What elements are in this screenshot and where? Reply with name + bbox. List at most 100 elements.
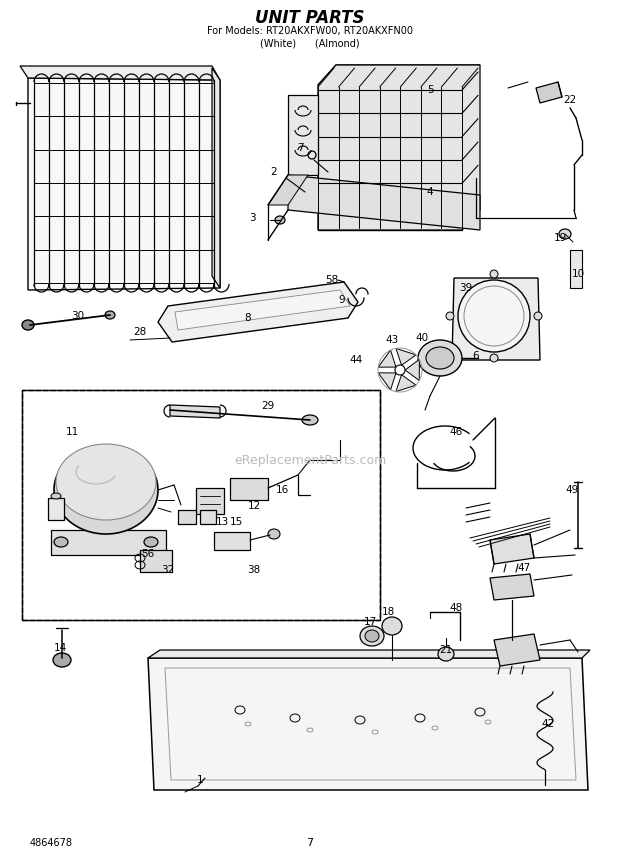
Text: 14: 14 bbox=[53, 643, 66, 653]
Ellipse shape bbox=[53, 653, 71, 667]
Ellipse shape bbox=[559, 229, 571, 239]
Polygon shape bbox=[28, 78, 220, 290]
Polygon shape bbox=[20, 66, 220, 80]
Text: 9: 9 bbox=[339, 295, 345, 305]
Polygon shape bbox=[405, 360, 419, 381]
Text: 3: 3 bbox=[249, 213, 255, 223]
Polygon shape bbox=[378, 373, 396, 389]
Text: 49: 49 bbox=[565, 485, 578, 495]
Text: 17: 17 bbox=[363, 617, 376, 627]
Text: (White)      (Almond): (White) (Almond) bbox=[260, 38, 360, 48]
Polygon shape bbox=[230, 478, 268, 500]
Text: 13: 13 bbox=[215, 517, 229, 527]
Ellipse shape bbox=[418, 340, 462, 376]
Text: 7: 7 bbox=[306, 838, 314, 848]
Text: 16: 16 bbox=[275, 485, 289, 495]
Text: 28: 28 bbox=[133, 327, 146, 337]
Text: 38: 38 bbox=[247, 565, 260, 575]
Text: 12: 12 bbox=[247, 501, 260, 511]
Bar bbox=[22, 390, 380, 620]
Text: 29: 29 bbox=[262, 401, 275, 411]
Ellipse shape bbox=[534, 312, 542, 320]
Text: 42: 42 bbox=[541, 719, 555, 729]
Polygon shape bbox=[200, 510, 216, 524]
Ellipse shape bbox=[365, 630, 379, 642]
Text: 48: 48 bbox=[450, 603, 463, 613]
Text: 5: 5 bbox=[427, 85, 433, 95]
Ellipse shape bbox=[22, 320, 34, 330]
Polygon shape bbox=[396, 348, 416, 366]
Polygon shape bbox=[490, 574, 534, 600]
Text: 22: 22 bbox=[564, 95, 577, 105]
Text: 18: 18 bbox=[381, 607, 394, 617]
Ellipse shape bbox=[105, 311, 115, 319]
Bar bbox=[22, 390, 380, 620]
Polygon shape bbox=[178, 510, 196, 524]
Polygon shape bbox=[536, 82, 562, 103]
Bar bbox=[48, 498, 64, 520]
Text: 8: 8 bbox=[245, 313, 251, 323]
Ellipse shape bbox=[458, 280, 530, 352]
Text: 10: 10 bbox=[572, 269, 585, 279]
Polygon shape bbox=[140, 550, 172, 572]
Polygon shape bbox=[148, 658, 588, 790]
Ellipse shape bbox=[302, 415, 318, 425]
Ellipse shape bbox=[395, 365, 405, 375]
Ellipse shape bbox=[438, 647, 454, 661]
Polygon shape bbox=[196, 488, 224, 514]
Polygon shape bbox=[51, 530, 166, 555]
Ellipse shape bbox=[51, 493, 61, 499]
Ellipse shape bbox=[54, 537, 68, 547]
Ellipse shape bbox=[446, 312, 454, 320]
Polygon shape bbox=[212, 68, 220, 288]
Ellipse shape bbox=[382, 617, 402, 635]
Polygon shape bbox=[170, 405, 220, 418]
Polygon shape bbox=[318, 65, 480, 230]
Text: 21: 21 bbox=[440, 645, 453, 655]
Text: 1: 1 bbox=[197, 775, 203, 785]
Polygon shape bbox=[214, 532, 250, 550]
Polygon shape bbox=[396, 375, 416, 392]
Text: 56: 56 bbox=[141, 549, 154, 559]
Text: 4864678: 4864678 bbox=[30, 838, 73, 848]
Text: 40: 40 bbox=[415, 333, 428, 343]
Text: 30: 30 bbox=[71, 311, 84, 321]
Text: 15: 15 bbox=[229, 517, 242, 527]
Text: For Models: RT20AKXFW00, RT20AKXFN00: For Models: RT20AKXFW00, RT20AKXFN00 bbox=[207, 26, 413, 36]
Polygon shape bbox=[288, 175, 480, 230]
Text: 39: 39 bbox=[459, 283, 472, 293]
Ellipse shape bbox=[426, 347, 454, 369]
Ellipse shape bbox=[56, 444, 156, 520]
Text: 47: 47 bbox=[517, 563, 531, 573]
Ellipse shape bbox=[360, 626, 384, 646]
Text: 6: 6 bbox=[472, 351, 479, 361]
Text: 7: 7 bbox=[297, 143, 303, 153]
Text: 43: 43 bbox=[386, 335, 399, 345]
Text: 11: 11 bbox=[65, 427, 79, 437]
Polygon shape bbox=[288, 95, 318, 175]
Ellipse shape bbox=[54, 446, 158, 534]
Ellipse shape bbox=[275, 216, 285, 224]
Ellipse shape bbox=[268, 529, 280, 539]
Polygon shape bbox=[494, 634, 540, 666]
Text: UNIT PARTS: UNIT PARTS bbox=[255, 9, 365, 27]
Text: 4: 4 bbox=[427, 187, 433, 197]
Polygon shape bbox=[318, 65, 480, 85]
Polygon shape bbox=[452, 278, 540, 360]
Polygon shape bbox=[318, 85, 462, 230]
Text: 32: 32 bbox=[161, 565, 175, 575]
Polygon shape bbox=[148, 650, 590, 658]
Polygon shape bbox=[175, 290, 350, 330]
Polygon shape bbox=[158, 282, 358, 342]
Polygon shape bbox=[268, 175, 308, 205]
Text: 58: 58 bbox=[326, 275, 339, 285]
Text: 44: 44 bbox=[350, 355, 363, 365]
Polygon shape bbox=[570, 250, 582, 288]
Ellipse shape bbox=[144, 537, 158, 547]
Ellipse shape bbox=[490, 354, 498, 362]
Ellipse shape bbox=[490, 270, 498, 278]
Polygon shape bbox=[490, 534, 534, 564]
Polygon shape bbox=[378, 350, 396, 367]
Text: eReplacementParts.com: eReplacementParts.com bbox=[234, 454, 386, 467]
Text: 19: 19 bbox=[554, 233, 567, 243]
